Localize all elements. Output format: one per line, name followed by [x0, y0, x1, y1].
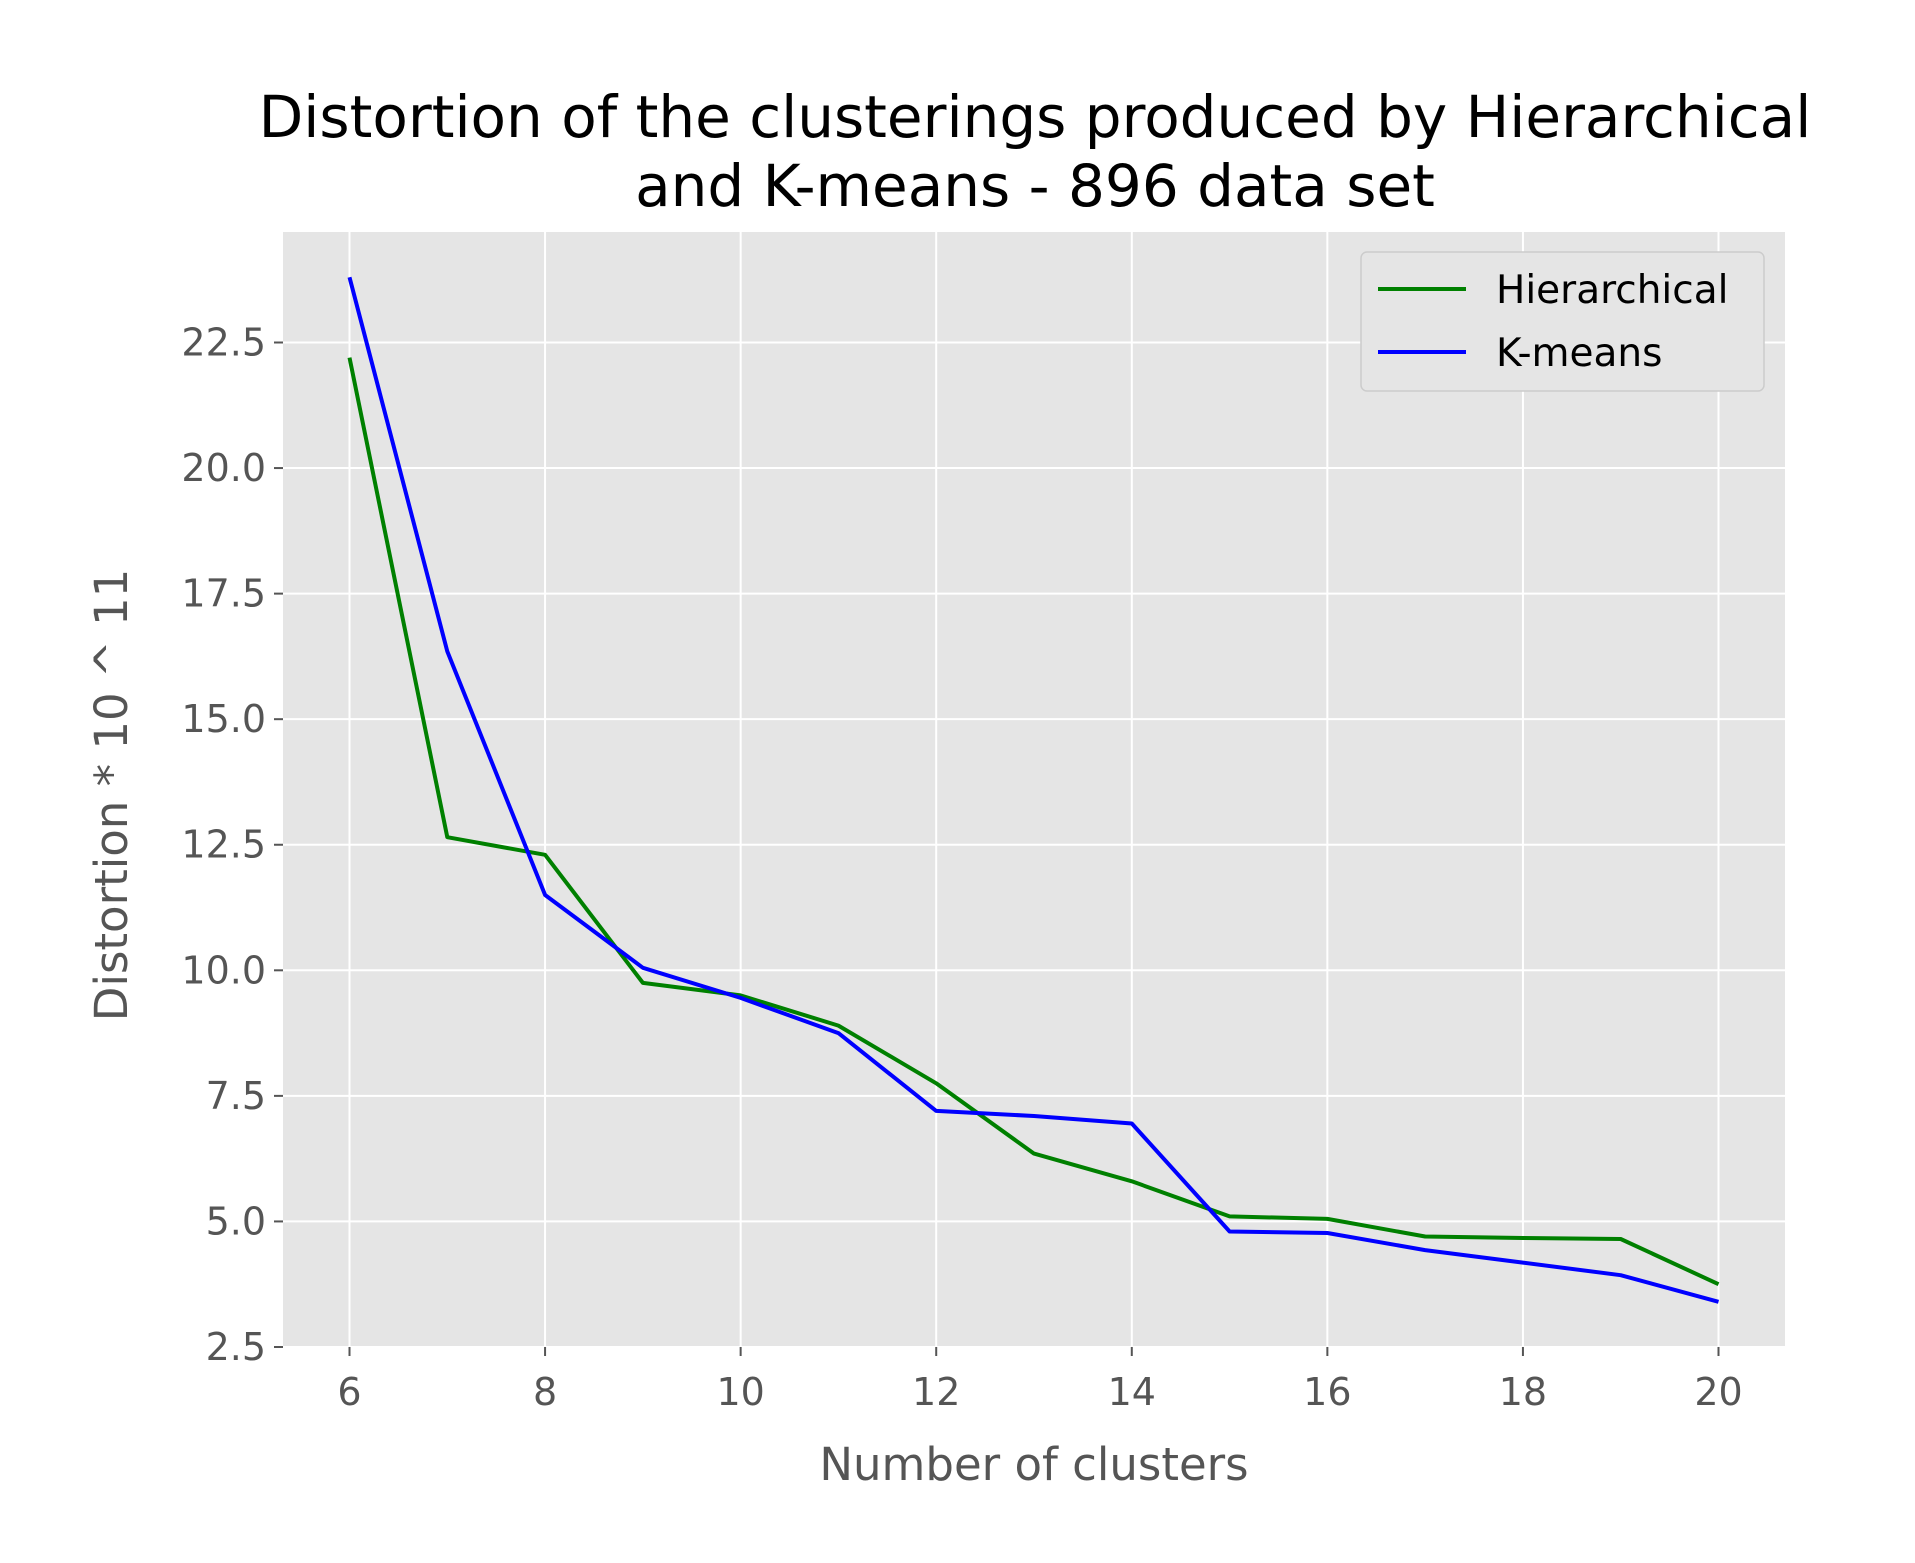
axis-ticks: 6 8 10 12 14 16 18 20 2.5 5.0 7.5 10.0 12.5 15.0 17.5 2… [181, 320, 1742, 1414]
legend-box [1360, 251, 1765, 392]
x-tick-label: 20 [1694, 1370, 1742, 1414]
x-axis-label: Number of clusters [819, 1438, 1248, 1491]
x-tick-label: 16 [1303, 1370, 1351, 1414]
series-line-hierarchical [347, 357, 1720, 1287]
y-tick-label: 15.0 [181, 697, 266, 741]
chart-title-line-2: and K-means - 896 data set [635, 152, 1435, 220]
legend: Hierarchical K-means [1360, 251, 1765, 392]
y-tick-label: 2.5 [206, 1325, 266, 1369]
y-tick-label: 7.5 [206, 1074, 266, 1118]
y-tick-label: 20.0 [181, 446, 266, 490]
y-tick-label: 12.5 [181, 823, 266, 867]
chart-title-line-1: Distortion of the clusterings produced b… [259, 83, 1812, 151]
y-tick-label: 22.5 [181, 320, 266, 364]
x-tick-label: 18 [1499, 1370, 1547, 1414]
legend-label-kmeans: K-means [1496, 331, 1662, 376]
x-tick-label: 6 [337, 1370, 361, 1414]
x-tick-label: 8 [533, 1370, 557, 1414]
y-axis-label: Distortion * 10 ^ 11 [85, 569, 138, 1021]
plot-area [283, 232, 1785, 1347]
x-tick-label: 14 [1108, 1370, 1156, 1414]
y-tick-label: 10.0 [181, 948, 266, 992]
legend-label-hierarchical: Hierarchical [1496, 268, 1728, 313]
series-lines [347, 276, 1720, 1304]
y-tick-label: 5.0 [206, 1199, 266, 1243]
grid [283, 232, 1785, 1348]
series-line-kmeans [347, 276, 1720, 1304]
y-tick-label: 17.5 [181, 572, 266, 616]
x-tick-label: 10 [716, 1370, 764, 1414]
x-tick-label: 12 [912, 1370, 960, 1414]
